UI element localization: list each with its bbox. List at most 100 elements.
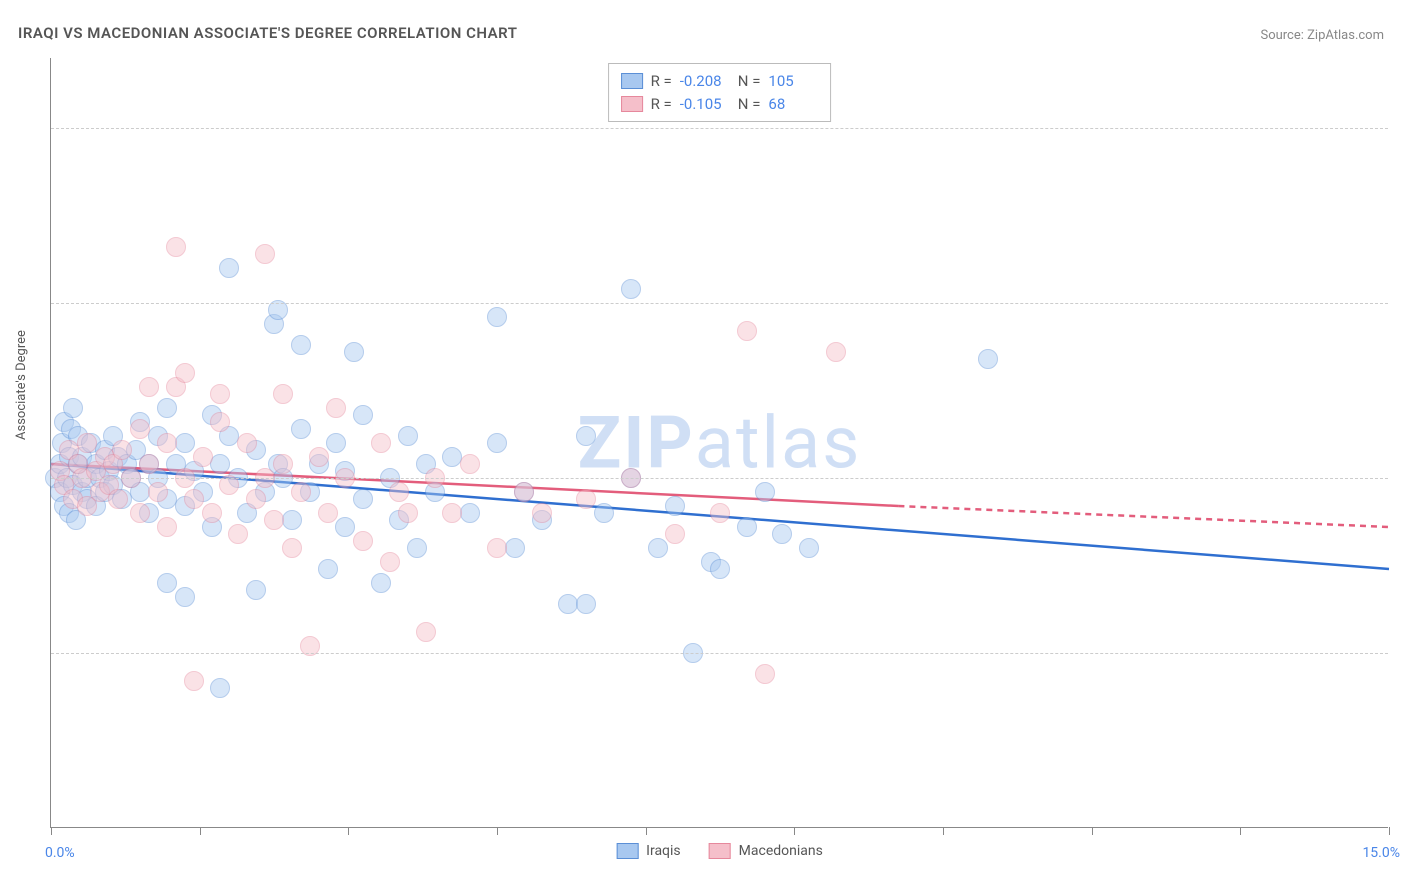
- data-point: [353, 489, 373, 509]
- data-point: [710, 559, 730, 579]
- data-point: [648, 538, 668, 558]
- r-label: R =: [651, 70, 672, 93]
- gridline-h: [51, 128, 1388, 129]
- data-point: [442, 503, 462, 523]
- data-point: [255, 244, 275, 264]
- scatter-dots-layer: [51, 58, 1388, 827]
- data-point: [978, 349, 998, 369]
- n-label: N =: [738, 70, 761, 93]
- data-point: [326, 433, 346, 453]
- data-point: [344, 342, 364, 362]
- data-point: [130, 503, 150, 523]
- legend-swatch-iraqis: [621, 73, 643, 89]
- gridline-h: [51, 478, 1388, 479]
- y-axis-label: Associate's Degree: [14, 330, 29, 440]
- data-point: [157, 573, 177, 593]
- series-legend: Iraqis Macedonians: [616, 843, 823, 859]
- data-point: [335, 517, 355, 537]
- data-point: [576, 426, 596, 446]
- legend-swatch-macedonians: [621, 96, 643, 112]
- data-point: [505, 538, 525, 558]
- data-point: [799, 538, 819, 558]
- data-point: [175, 587, 195, 607]
- data-point: [157, 517, 177, 537]
- data-point: [407, 538, 427, 558]
- legend-item-iraqis: Iraqis: [616, 843, 680, 859]
- data-point: [219, 258, 239, 278]
- y-tick-label: 75.0%: [1398, 295, 1406, 311]
- data-point: [246, 580, 266, 600]
- legend-swatch-iraqis-icon: [616, 843, 638, 859]
- data-point: [398, 426, 418, 446]
- n-value-iraqis: 105: [768, 70, 818, 93]
- data-point: [246, 489, 266, 509]
- data-point: [665, 496, 685, 516]
- data-point: [371, 433, 391, 453]
- n-value-macedonians: 68: [768, 93, 818, 116]
- x-tick: [646, 827, 647, 835]
- x-tick: [51, 827, 52, 835]
- legend-item-macedonians: Macedonians: [709, 843, 823, 859]
- r-value-iraqis: -0.208: [680, 70, 730, 93]
- data-point: [487, 433, 507, 453]
- data-point: [112, 440, 132, 460]
- data-point: [282, 510, 302, 530]
- data-point: [282, 538, 302, 558]
- correlation-legend-box: R = -0.208 N = 105 R = -0.105 N = 68: [608, 63, 832, 122]
- data-point: [755, 664, 775, 684]
- data-point: [576, 594, 596, 614]
- data-point: [594, 503, 614, 523]
- x-tick: [348, 827, 349, 835]
- x-tick: [497, 827, 498, 835]
- legend-swatch-macedonians-icon: [709, 843, 731, 859]
- y-tick-label: 100.0%: [1398, 120, 1406, 136]
- y-tick-label: 50.0%: [1398, 470, 1406, 486]
- data-point: [371, 573, 391, 593]
- data-point: [309, 447, 329, 467]
- data-point: [193, 447, 213, 467]
- legend-row-macedonians: R = -0.105 N = 68: [621, 93, 819, 116]
- data-point: [576, 489, 596, 509]
- data-point: [184, 671, 204, 691]
- data-point: [487, 538, 507, 558]
- data-point: [273, 454, 293, 474]
- legend-label-iraqis: Iraqis: [646, 843, 680, 859]
- x-axis-max-label: 15.0%: [1362, 845, 1400, 861]
- y-tick-label: 25.0%: [1398, 645, 1406, 661]
- data-point: [621, 279, 641, 299]
- data-point: [353, 531, 373, 551]
- plot-area: ZIPatlas R = -0.208 N = 105 R = -0.105 N…: [50, 58, 1388, 828]
- data-point: [175, 433, 195, 453]
- data-point: [291, 419, 311, 439]
- data-point: [77, 433, 97, 453]
- data-point: [389, 482, 409, 502]
- data-point: [108, 489, 128, 509]
- data-point: [318, 559, 338, 579]
- data-point: [210, 678, 230, 698]
- gridline-h: [51, 303, 1388, 304]
- data-point: [710, 503, 730, 523]
- data-point: [380, 552, 400, 572]
- data-point: [353, 405, 373, 425]
- source-attribution: Source: ZipAtlas.com: [1260, 28, 1384, 43]
- x-tick: [200, 827, 201, 835]
- data-point: [460, 454, 480, 474]
- data-point: [532, 503, 552, 523]
- data-point: [755, 482, 775, 502]
- data-point: [737, 321, 757, 341]
- data-point: [175, 363, 195, 383]
- x-tick: [794, 827, 795, 835]
- data-point: [264, 510, 284, 530]
- data-point: [460, 503, 480, 523]
- data-point: [202, 503, 222, 523]
- data-point: [184, 489, 204, 509]
- data-point: [826, 342, 846, 362]
- x-tick: [943, 827, 944, 835]
- data-point: [665, 524, 685, 544]
- data-point: [139, 454, 159, 474]
- data-point: [398, 503, 418, 523]
- x-tick: [1389, 827, 1390, 835]
- data-point: [487, 307, 507, 327]
- data-point: [210, 412, 230, 432]
- data-point: [514, 482, 534, 502]
